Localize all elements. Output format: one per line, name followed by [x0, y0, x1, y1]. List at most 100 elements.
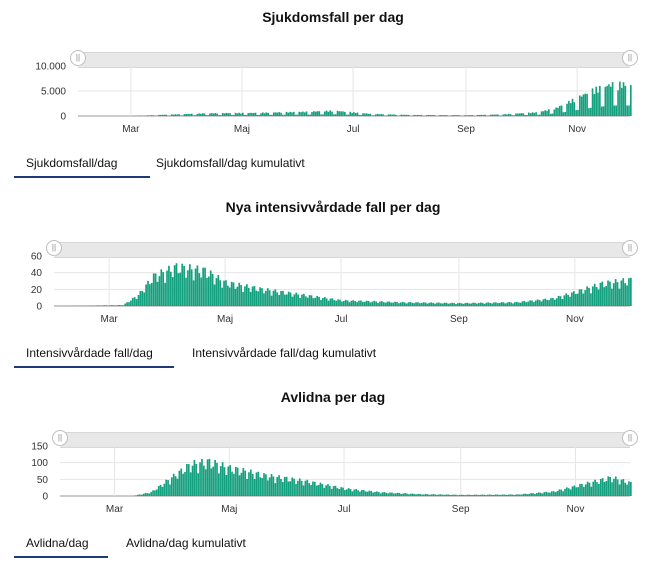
data-bar [418, 115, 421, 116]
data-bar [137, 494, 139, 496]
data-bar [605, 286, 607, 306]
data-bar [285, 476, 288, 496]
tab-intensivvard-kumulativt[interactable]: Intensivvårdade fall/dag kumulativt [192, 346, 377, 360]
data-bar [455, 494, 457, 496]
range-handle-left[interactable]: || [70, 50, 86, 66]
data-bar [233, 473, 235, 496]
data-bar [192, 280, 195, 306]
data-bar [266, 480, 269, 496]
x-tick-label: Sep [457, 124, 475, 135]
data-bar [483, 494, 485, 496]
data-bar [600, 106, 603, 116]
data-bar [109, 305, 111, 306]
data-bar [500, 115, 503, 116]
data-bar [438, 302, 440, 306]
data-bar [409, 493, 412, 496]
data-bar [120, 305, 123, 306]
data-bar [181, 115, 184, 116]
data-bar [506, 302, 509, 306]
data-bar [206, 277, 208, 306]
data-bar [594, 479, 596, 496]
data-bar [602, 106, 605, 116]
data-bar [487, 494, 489, 496]
data-bar [581, 483, 583, 496]
data-bar [149, 115, 151, 116]
data-bar [111, 305, 113, 306]
data-bar [289, 111, 291, 116]
tab-avlidna-dag[interactable]: Avlidna/dag [14, 536, 108, 558]
data-bar [329, 298, 332, 306]
data-bar [252, 112, 255, 116]
data-bar [467, 115, 470, 116]
data-bar [612, 283, 615, 306]
data-bar [272, 112, 275, 116]
data-bar [495, 114, 497, 116]
data-bar [198, 273, 201, 306]
data-bar [382, 302, 385, 306]
data-bar [276, 112, 279, 116]
data-bar [466, 302, 469, 306]
data-bar [251, 112, 253, 116]
range-scrollbar[interactable]: || || [70, 50, 638, 68]
data-bar [143, 292, 146, 306]
data-bar [413, 114, 415, 116]
data-bar [308, 483, 311, 496]
data-bar [434, 494, 437, 496]
data-bar [316, 111, 319, 116]
data-bar [126, 302, 128, 306]
tab-sjukdomsfall-kumulativt[interactable]: Sjukdomsfall/dag kumulativt [156, 156, 305, 170]
x-tick-label: Jul [338, 504, 351, 515]
data-bar [365, 300, 368, 306]
data-bar [578, 289, 581, 306]
tab-avlidna-kumulativt[interactable]: Avlidna/dag kumulativt [126, 536, 246, 550]
range-handle-left[interactable]: || [52, 430, 68, 446]
data-bar [396, 492, 399, 496]
data-bar [526, 494, 529, 496]
data-bar [323, 297, 326, 306]
data-bar [297, 480, 299, 496]
data-bar [354, 113, 357, 116]
data-bar [327, 484, 329, 496]
data-bar [340, 487, 342, 496]
data-bar [278, 475, 280, 496]
data-bar [223, 467, 226, 496]
data-bar [515, 113, 517, 116]
data-bar [296, 114, 299, 116]
data-bar [466, 115, 468, 116]
data-bar [619, 81, 621, 116]
data-bar [405, 303, 408, 306]
data-bar [282, 114, 284, 116]
data-bar [456, 115, 459, 116]
data-bar [340, 111, 342, 116]
data-bar [373, 115, 375, 116]
data-bar [313, 481, 316, 496]
x-tick-label: Maj [217, 314, 233, 325]
data-bar [387, 493, 390, 496]
data-bar [265, 112, 268, 116]
data-bar [285, 294, 288, 306]
data-bar [316, 295, 319, 306]
data-bar [255, 472, 258, 496]
data-bar [302, 485, 305, 496]
data-bar [251, 473, 254, 496]
data-bar [506, 114, 508, 116]
data-bar [365, 113, 368, 116]
data-bar [605, 480, 608, 496]
data-bar [588, 287, 590, 306]
data-bar [101, 305, 104, 306]
data-bar [369, 113, 372, 116]
data-bar [445, 494, 448, 496]
data-bar [608, 84, 610, 116]
data-bar [308, 295, 311, 306]
tab-sjukdomsfall-dag[interactable]: Sjukdomsfall/dag [14, 156, 150, 178]
data-bar [333, 300, 336, 306]
data-bar [383, 492, 386, 496]
tab-intensivvard-dag[interactable]: Intensivvårdade fall/dag [14, 346, 174, 368]
data-bar [280, 291, 282, 306]
data-bar [353, 489, 356, 496]
data-bar [272, 476, 275, 496]
data-bar [517, 113, 519, 116]
data-bar [194, 115, 197, 116]
data-bar [580, 96, 583, 116]
data-bar [347, 114, 350, 116]
